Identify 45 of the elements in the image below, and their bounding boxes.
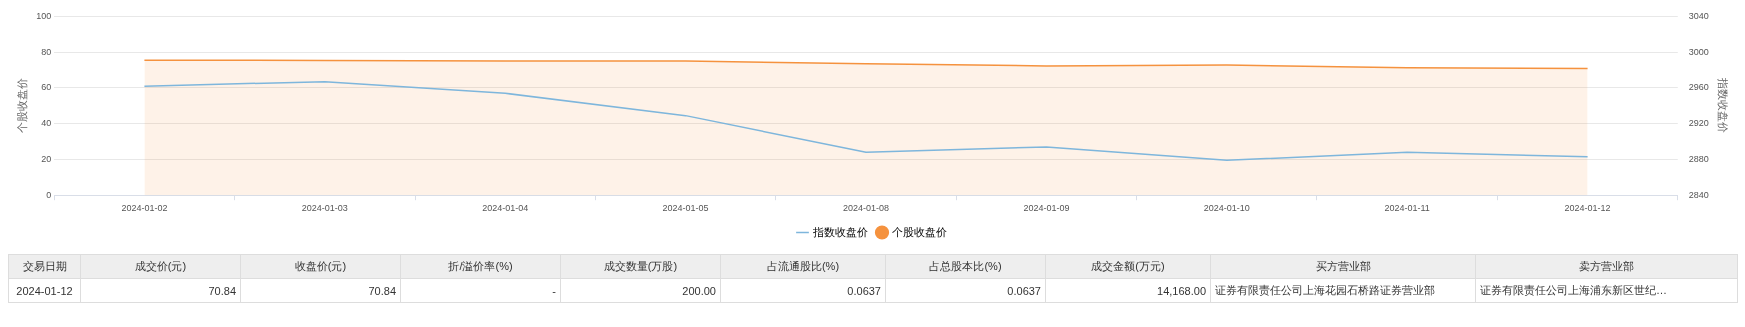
y-tick-label: 40 <box>41 118 52 129</box>
y-tick-label: 20 <box>41 153 52 164</box>
text: 14,168.00 <box>1045 278 1211 303</box>
text: 70.84 <box>240 278 401 303</box>
text: 70.84 <box>80 278 241 303</box>
y-tick-label: 80 <box>41 46 52 57</box>
text: 2024-01-12 <box>8 278 81 303</box>
category-label: 成交价(元) <box>80 254 241 279</box>
x-tick-label: 2024-01-08 <box>842 203 890 214</box>
category-label: 占总股本比(%) <box>885 254 1046 279</box>
category-label: 成交数量(万股) <box>560 254 721 279</box>
legend-label: 个股收盘价 <box>892 225 947 238</box>
category-label: 占流通股比(%) <box>720 254 886 279</box>
x-tick-label: 2024-01-04 <box>482 203 529 214</box>
x-tick-label: 2024-01-02 <box>121 203 168 214</box>
text: - <box>400 278 561 303</box>
text: 证券有限责任公司上海浦东新区世纪… <box>1475 278 1738 303</box>
category-label: 交易日期 <box>8 254 81 279</box>
y-tick-label: 100 <box>36 10 52 21</box>
legend-label: 指数收盘价 <box>811 225 868 238</box>
text: 证券有限责任公司上海花园石桥路证券营业部 <box>1210 278 1476 303</box>
text: 0.0637 <box>885 278 1046 303</box>
x-tick-label: 2024-01-03 <box>301 203 348 214</box>
x-tick-label: 2024-01-12 <box>1564 203 1611 214</box>
y-axis-title: 个股收盘价 <box>15 78 28 134</box>
x-tick-label: 2024-01-09 <box>1023 203 1070 214</box>
y2-tick-label: 3040 <box>1688 10 1709 21</box>
category-label: 买方营业部 <box>1210 254 1476 279</box>
text: 0.0637 <box>720 278 886 303</box>
y2-tick-label: 2920 <box>1688 118 1709 129</box>
y2-tick-label: 2840 <box>1688 189 1709 200</box>
category-label: 卖方营业部 <box>1475 254 1738 279</box>
y-tick-label: 0 <box>46 189 52 200</box>
text: 200.00 <box>560 278 721 303</box>
y2-tick-label: 2960 <box>1688 82 1709 93</box>
y2-axis-title: 指数收盘价 <box>1717 77 1730 134</box>
category-label: 成交金额(万元) <box>1045 254 1211 279</box>
category-label: 收盘价(元) <box>240 254 401 279</box>
y2-tick-label: 3000 <box>1688 46 1709 57</box>
y-tick-label: 60 <box>41 82 52 93</box>
y2-tick-label: 2880 <box>1688 153 1709 164</box>
x-tick-label: 2024-01-11 <box>1384 203 1430 214</box>
category-label: 折/溢价率(%) <box>400 254 561 279</box>
x-tick-label: 2024-01-05 <box>662 203 709 214</box>
x-tick-label: 2024-01-10 <box>1203 203 1250 214</box>
